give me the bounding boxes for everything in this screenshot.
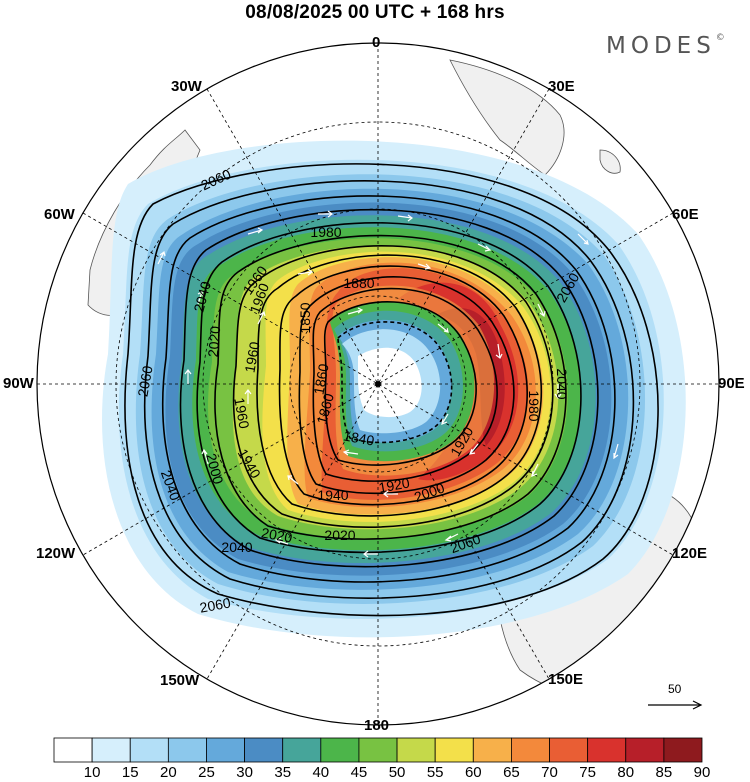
contour-label: 2040 [554, 368, 570, 399]
colorbar-swatch [663, 737, 703, 763]
contour-label: 1860 [313, 391, 337, 425]
colorbar-swatch [396, 737, 436, 763]
colorbar-swatch [206, 737, 245, 763]
contour-label: 1960 [231, 396, 252, 430]
colorbar-tick-label: 65 [503, 764, 520, 781]
copyright-mark: © [715, 33, 725, 43]
modes-logo: MODES© [606, 33, 725, 59]
wind-arrows [157, 210, 619, 558]
contour-label: 2020 [205, 325, 224, 358]
contour-label: 1920 [377, 474, 411, 495]
colorbar-tick-label: 70 [541, 764, 558, 781]
lon-label-180: 180 [364, 717, 390, 734]
lon-label-60w: 60W [44, 206, 75, 223]
colorbar-swatch [472, 737, 512, 763]
contour-label: 2020 [260, 524, 294, 545]
pole-marker [375, 381, 381, 387]
contour-label: 1880 [343, 275, 374, 291]
colorbar-swatch [434, 737, 474, 763]
lon-label-30w: 30W [171, 78, 202, 95]
contour-label: 2060 [134, 364, 155, 398]
contour-label: 2000 [203, 452, 227, 486]
colorbar-swatch [91, 737, 131, 763]
contour-label: 1980 [310, 224, 341, 240]
lon-label-90w: 90W [3, 375, 34, 392]
map-border [36, 42, 720, 726]
colorbar-tick-label: 80 [617, 764, 635, 781]
colorbar-tick-label: 15 [121, 764, 139, 781]
colorbar-tick-label: 75 [579, 764, 596, 781]
lon-label-150w: 150W [160, 672, 200, 689]
colorbar-swatch [625, 737, 665, 763]
contour-label: 1860 [310, 362, 331, 396]
colorbar-swatch [587, 737, 627, 763]
colorbar-tick-label: 10 [83, 764, 101, 781]
contour-label: 2020 [324, 527, 355, 543]
contour-label: 1850 [297, 302, 313, 333]
colorbar-tick-label: 90 [693, 764, 711, 781]
contour-label: 1960 [241, 340, 262, 374]
colorbar-swatch [53, 737, 93, 763]
colorbar-tick-label: 45 [350, 764, 368, 781]
contour-label: 2040 [221, 539, 252, 555]
lon-label-60e: 60E [672, 206, 699, 223]
colorbar-swatch [511, 737, 550, 763]
colorbar-tick-label: 20 [160, 764, 177, 781]
colorbar-tick-label: 30 [236, 764, 253, 781]
colorbar-tick-label: 60 [464, 764, 482, 781]
lon-label-90e: 90E [718, 375, 745, 392]
contour-label: 2040 [190, 279, 214, 313]
colorbar-swatch [129, 737, 169, 763]
colorbar-swatch [549, 737, 589, 763]
colorbar-swatch [358, 737, 398, 763]
colorbar-tick-label: 25 [198, 764, 215, 781]
contour-label: 2060 [198, 594, 232, 615]
lon-label-0: 0 [372, 34, 381, 51]
lon-label-120e: 120E [672, 545, 708, 562]
scale-arrow [648, 700, 703, 710]
madagascar-land [599, 149, 621, 174]
lon-label-150e: 150E [548, 671, 584, 688]
colorbar-tick-label: 50 [388, 764, 406, 781]
colorbar-swatch [320, 737, 360, 763]
colorbar-tick-label: 55 [426, 764, 444, 781]
forecast-title: 08/08/2025 00 UTC + 168 hrs [245, 2, 505, 23]
colorbar-tick-label: 85 [655, 764, 673, 781]
lon-label-120w: 120W [36, 545, 76, 562]
colorbar-tick-label: 40 [312, 764, 330, 781]
scale-arrow-label: 50 [668, 682, 682, 696]
colorbar-swatch [244, 737, 284, 763]
contour-label: 1980 [526, 390, 542, 421]
contour-label: 1940 [317, 487, 348, 503]
brand-name: MODES [606, 33, 716, 59]
colorbar-swatch [282, 737, 322, 763]
height-contours [124, 163, 659, 617]
colorbar [53, 737, 703, 763]
africa-land [449, 59, 565, 176]
lon-label-30e: 30E [548, 78, 575, 95]
colorbar-tick-label: 35 [274, 764, 292, 781]
contour-label: 1840 [342, 427, 376, 448]
colorbar-swatch [167, 737, 207, 763]
